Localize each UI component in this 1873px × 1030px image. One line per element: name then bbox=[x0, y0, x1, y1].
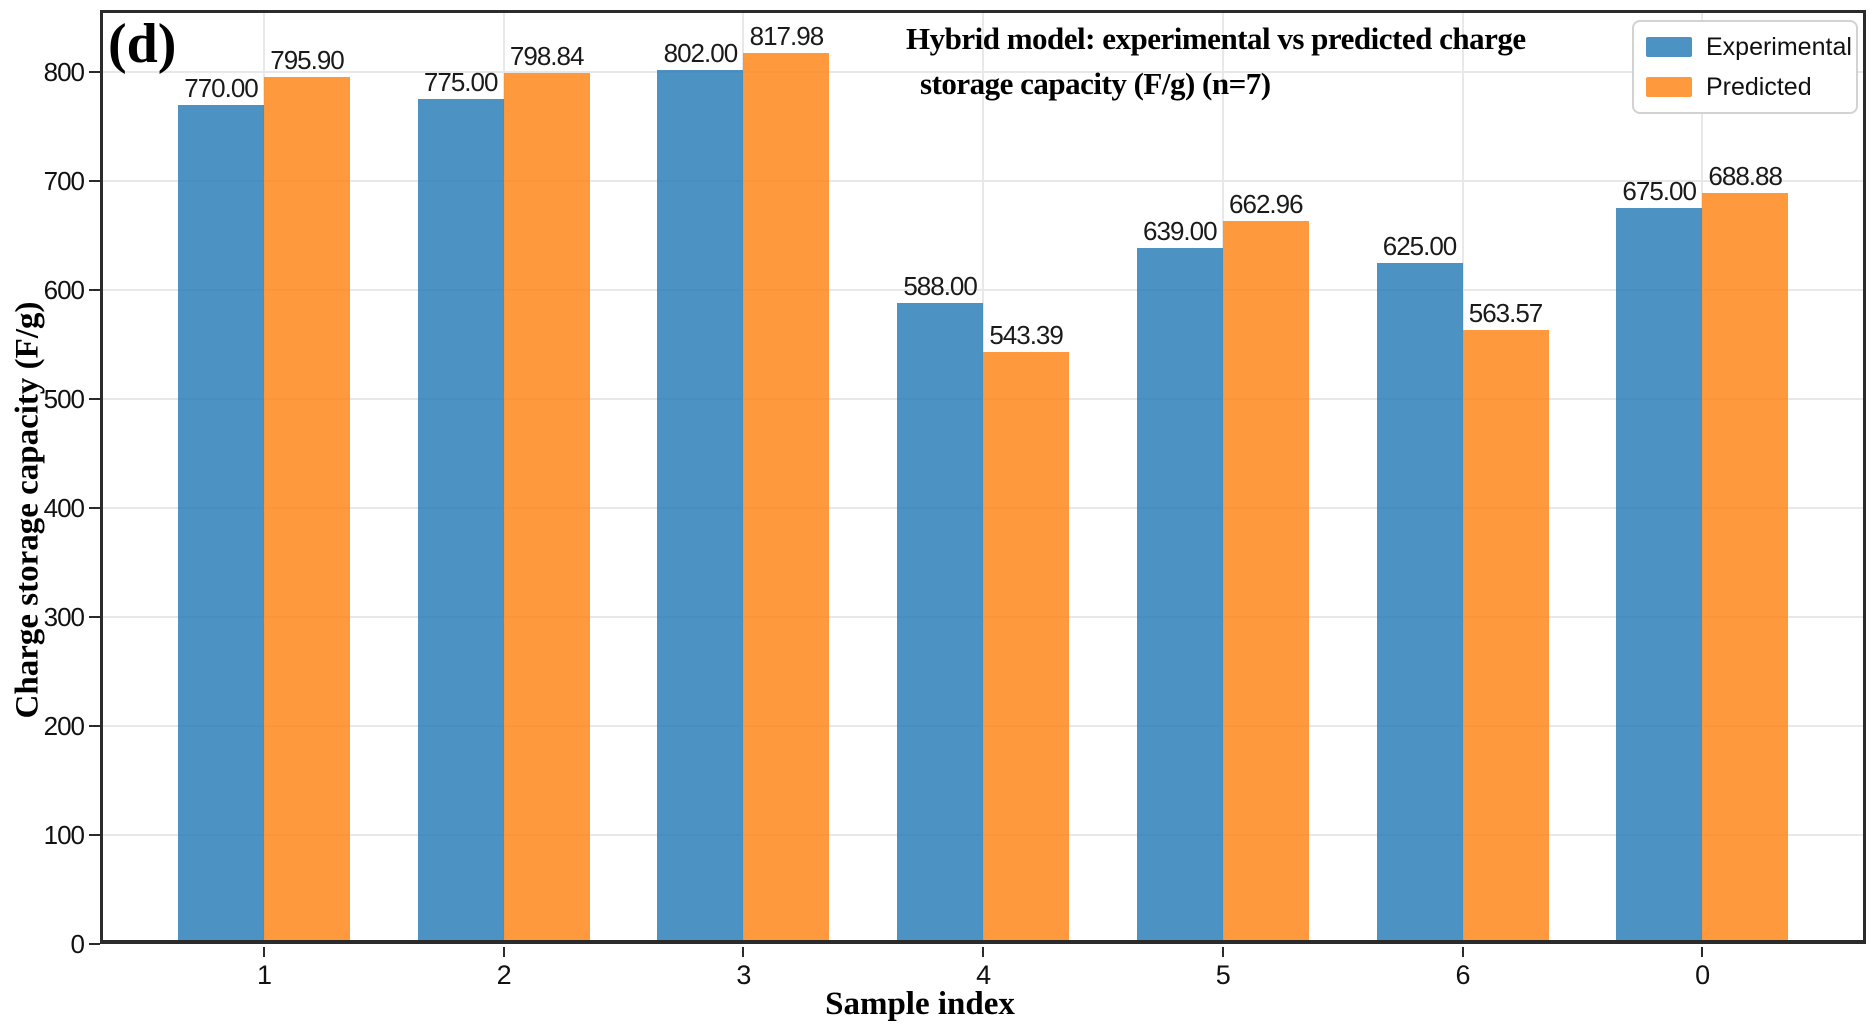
value-label-predicted-2: 798.84 bbox=[509, 41, 585, 72]
legend-item-predicted: Predicted bbox=[1646, 72, 1844, 102]
y-tick-label-200: 200 bbox=[43, 711, 85, 742]
x-tick-mark-2 bbox=[502, 947, 505, 957]
value-label-experimental-1: 770.00 bbox=[184, 72, 259, 103]
bar-experimental-6 bbox=[1376, 262, 1463, 944]
value-label-experimental-6: 625.00 bbox=[1382, 230, 1458, 261]
x-tick-mark-6 bbox=[1461, 947, 1464, 957]
x-tick-mark-0 bbox=[1701, 947, 1704, 957]
panel-label: (d) bbox=[108, 13, 177, 75]
x-tick-mark-3 bbox=[742, 947, 745, 957]
value-label-predicted-3: 817.98 bbox=[749, 20, 825, 51]
y-tick-mark-0 bbox=[89, 943, 100, 945]
bar-predicted-5 bbox=[1222, 221, 1309, 944]
x-tick-label-2: 2 bbox=[496, 960, 512, 990]
y-tick-label-400: 400 bbox=[43, 493, 85, 524]
bar-experimental-3 bbox=[657, 69, 744, 944]
bar-experimental-1 bbox=[178, 104, 264, 944]
legend: Experimental Predicted bbox=[1632, 20, 1858, 114]
y-tick-mark-200 bbox=[89, 725, 100, 728]
y-tick-mark-800 bbox=[89, 71, 100, 74]
bar-predicted-2 bbox=[503, 73, 590, 944]
y-tick-label-300: 300 bbox=[43, 602, 85, 633]
value-label-experimental-3: 802.00 bbox=[663, 37, 739, 68]
x-tick-mark-5 bbox=[1221, 947, 1224, 957]
value-label-experimental-5: 639.00 bbox=[1143, 215, 1218, 246]
y-tick-mark-700 bbox=[89, 180, 100, 183]
x-tick-label-5: 5 bbox=[1215, 960, 1231, 990]
bar-predicted-6 bbox=[1462, 329, 1549, 944]
bar-experimental-0 bbox=[1616, 208, 1703, 944]
value-label-predicted-4: 543.39 bbox=[989, 319, 1064, 350]
bar-predicted-1 bbox=[264, 76, 350, 944]
y-tick-mark-500 bbox=[89, 398, 100, 401]
y-tick-label-600: 600 bbox=[43, 275, 85, 306]
y-tick-mark-400 bbox=[89, 507, 100, 510]
value-label-experimental-2: 775.00 bbox=[423, 67, 499, 98]
legend-item-experimental: Experimental bbox=[1646, 32, 1852, 62]
legend-label-experimental: Experimental bbox=[1706, 32, 1852, 61]
value-label-predicted-1: 795.90 bbox=[270, 44, 345, 75]
bar-experimental-4 bbox=[897, 303, 984, 944]
bar-experimental-2 bbox=[417, 99, 504, 944]
value-label-predicted-5: 662.96 bbox=[1229, 189, 1304, 220]
y-tick-mark-600 bbox=[89, 289, 100, 292]
value-label-predicted-0: 688.88 bbox=[1708, 161, 1783, 192]
x-tick-mark-1 bbox=[263, 947, 265, 957]
x-tick-label-4: 4 bbox=[976, 960, 991, 990]
chart-title-line-2: storage capacity (F/g) (n=7) bbox=[920, 66, 1271, 101]
chart-title: Hybrid model: experimental vs predicted … bbox=[906, 16, 1526, 106]
x-tick-label-1: 1 bbox=[256, 960, 272, 990]
x-tick-label-6: 6 bbox=[1455, 960, 1470, 990]
y-tick-mark-300 bbox=[89, 616, 100, 619]
legend-label-predicted: Predicted bbox=[1706, 72, 1812, 101]
x-tick-mark-4 bbox=[982, 947, 985, 957]
y-tick-label-0: 0 bbox=[70, 929, 85, 959]
y-tick-label-100: 100 bbox=[43, 820, 85, 850]
chart-title-line-1: Hybrid model: experimental vs predicted … bbox=[906, 21, 1526, 56]
x-axis-label: Sample index bbox=[825, 986, 1015, 1022]
legend-swatch-experimental bbox=[1646, 37, 1692, 57]
bar-experimental-5 bbox=[1136, 247, 1223, 944]
bar-predicted-3 bbox=[743, 52, 830, 944]
y-tick-mark-100 bbox=[89, 834, 100, 836]
y-tick-label-700: 700 bbox=[43, 166, 85, 197]
value-label-experimental-4: 588.00 bbox=[903, 271, 978, 302]
y-axis-label: Charge storage capacity (F/g) bbox=[9, 301, 46, 719]
value-label-experimental-0: 675.00 bbox=[1622, 176, 1697, 207]
legend-swatch-predicted bbox=[1646, 77, 1692, 97]
y-tick-label-800: 800 bbox=[43, 57, 85, 88]
value-label-predicted-6: 563.57 bbox=[1468, 297, 1544, 328]
plot-area: 770.00 795.90 775.00 798.84 802.00 817.98 588.… bbox=[100, 10, 1866, 944]
x-tick-label-3: 3 bbox=[736, 960, 751, 990]
bar-predicted-0 bbox=[1702, 193, 1789, 944]
bar-predicted-4 bbox=[983, 351, 1070, 944]
y-tick-label-500: 500 bbox=[43, 384, 85, 415]
x-tick-label-0: 0 bbox=[1695, 960, 1710, 990]
